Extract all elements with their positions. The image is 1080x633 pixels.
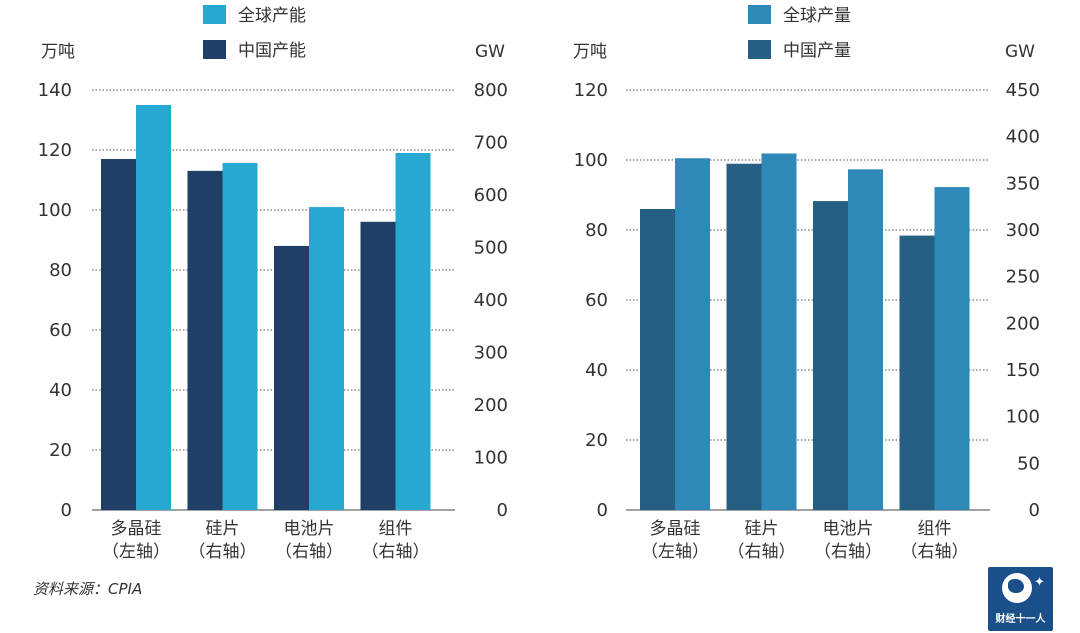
chart1-right-tick-label: 300: [474, 343, 508, 364]
chart1-left-tick-label: 100: [38, 200, 72, 221]
chart1-bar: [187, 170, 223, 510]
chart1-bar: [222, 162, 258, 510]
chart2-left-tick-label: 0: [597, 500, 608, 521]
chart2-legend-swatch: [748, 40, 771, 59]
chart2-category-axis-note: （右轴）: [901, 542, 969, 562]
chart2-category-label: 多晶硅: [650, 519, 701, 539]
chart1-right-tick-label: 100: [474, 448, 508, 469]
chart2-right-tick-label: 450: [1006, 80, 1040, 101]
chart2-right-tick-label: 100: [1006, 407, 1040, 428]
chart1-bar: [360, 221, 396, 510]
chart2-left-tick-label: 80: [585, 220, 608, 241]
chart1-bar: [136, 105, 171, 510]
chart1-left-tick-label: 40: [49, 380, 72, 401]
chart1-left-tick-label: 80: [49, 260, 72, 281]
chart2-left-tick-label: 100: [574, 150, 608, 171]
chart1-bar: [101, 159, 136, 510]
chart2-bar: [761, 153, 797, 510]
chart1-left-tick-label: 120: [38, 140, 72, 161]
chart1-right-tick-label: 600: [474, 185, 508, 206]
chart2-bar: [726, 163, 762, 510]
chart1-right-tick-label: 800: [474, 80, 508, 101]
chart2-category-label: 硅片: [745, 519, 779, 539]
chart1-left-tick-label: 60: [49, 320, 72, 341]
chart2-left-tick-label: 20: [585, 430, 608, 451]
chart1-category-axis-note: （右轴）: [189, 542, 257, 562]
chart1-right-tick-label: 0: [497, 500, 508, 521]
chart2-bar: [899, 235, 935, 510]
chart1-bar: [274, 245, 309, 511]
chart2-right-tick-label: 0: [1029, 500, 1040, 521]
chart2-bar: [640, 209, 675, 510]
chart2-category-label: 电池片: [823, 519, 874, 539]
chart2-right-tick-label: 300: [1006, 220, 1040, 241]
chart1-category-label: 多晶硅: [111, 519, 162, 539]
chart2-left-tick-label: 120: [574, 80, 608, 101]
chart2-right-tick-label: 350: [1006, 173, 1040, 194]
globe-land-shape: [1008, 579, 1024, 593]
chart1-unit-right: GW: [475, 42, 505, 62]
chart1-right-tick-label: 500: [474, 238, 508, 259]
chart1-category-label: 硅片: [206, 519, 240, 539]
chart2-left-tick-label: 60: [585, 290, 608, 311]
chart1-category-axis-note: （右轴）: [362, 542, 430, 562]
chart2-right-tick-label: 150: [1006, 360, 1040, 381]
chart1-bar: [395, 153, 431, 510]
chart2-category-axis-note: （右轴）: [728, 542, 796, 562]
chart1-legend-label: 中国产能: [238, 41, 306, 61]
chart2-bar: [813, 201, 848, 511]
chart2-right-tick-label: 400: [1006, 127, 1040, 148]
chart2-legend-label: 中国产量: [783, 41, 851, 61]
chart2-bar: [675, 158, 710, 510]
logo-text: 财经十一人: [995, 614, 1046, 625]
chart1-category-label: 电池片: [284, 519, 335, 539]
caijing-logo: ✦ 财经十一人: [988, 567, 1053, 631]
chart2-category-axis-note: （左轴）: [641, 542, 709, 562]
chart1-right-tick-label: 400: [474, 290, 508, 311]
chart2-right-tick-label: 200: [1006, 313, 1040, 334]
chart1-bar: [309, 207, 344, 510]
chart2-category-axis-note: （右轴）: [814, 542, 882, 562]
chart2-right-tick-label: 50: [1017, 453, 1040, 474]
runner-icon: ✦: [1034, 575, 1045, 590]
chart1-category-axis-note: （左轴）: [102, 542, 170, 562]
chart1-category-label: 组件: [379, 519, 413, 539]
chart1-legend-swatch: [203, 5, 226, 24]
chart2-category-label: 组件: [918, 519, 952, 539]
chart1-legend-label: 全球产能: [238, 6, 306, 26]
chart2-legend-swatch: [748, 5, 771, 24]
chart1-left-tick-label: 20: [49, 440, 72, 461]
chart1-left-tick-label: 140: [38, 80, 72, 101]
chart2-unit-right: GW: [1005, 42, 1035, 62]
chart2-right-tick-label: 250: [1006, 267, 1040, 288]
chart1-category-axis-note: （右轴）: [275, 542, 343, 562]
chart2-bar: [934, 187, 970, 511]
chart2-unit-left: 万吨: [573, 42, 607, 62]
chart1-unit-left: 万吨: [41, 42, 75, 62]
source-note: 资料来源：CPIA: [33, 580, 143, 598]
chart2-left-tick-label: 40: [585, 360, 608, 381]
chart1-right-tick-label: 700: [474, 133, 508, 154]
chart1-right-tick-label: 200: [474, 395, 508, 416]
chart1-left-tick-label: 0: [61, 500, 72, 521]
chart2-legend-label: 全球产量: [783, 6, 851, 26]
chart2-bar: [848, 169, 883, 511]
chart1-legend-swatch: [203, 40, 226, 59]
